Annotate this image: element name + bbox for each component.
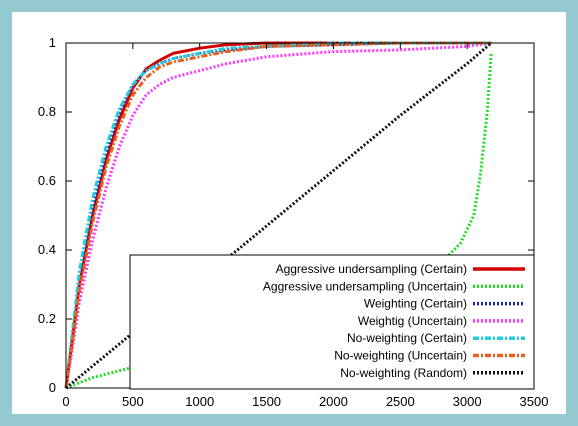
legend-entry-label: No-weighting (Random) [340, 366, 467, 380]
y-tick-label: 0.6 [38, 173, 56, 188]
x-tick-label: 500 [122, 394, 144, 409]
y-tick-label: 1 [49, 35, 56, 50]
legend-box [129, 254, 535, 390]
legend-entry-label: No-weighting (Certain) [347, 331, 467, 345]
line-chart: 0 500 1000 1500 2000 2500 3000 3500 0 0.2 0.4 0.6 0.… [38, 35, 549, 409]
x-tick-label: 2000 [319, 394, 348, 409]
x-tick-label: 2500 [386, 394, 415, 409]
x-tick-label: 0 [62, 394, 69, 409]
x-tick-label: 1500 [252, 394, 281, 409]
chart-frame: 0 500 1000 1500 2000 2500 3000 3500 0 0.2 0.4 0.6 0.… [12, 12, 566, 414]
y-tick-label: 0 [49, 380, 56, 395]
y-tick-label: 0.4 [38, 242, 56, 257]
x-tick-label: 1000 [185, 394, 214, 409]
series-line-4 [64, 41, 492, 389]
y-tick-label: 0.8 [38, 104, 56, 119]
series-line-6 [64, 41, 492, 389]
series-line-2 [65, 53, 493, 390]
x-tick-label: 3000 [453, 394, 482, 409]
y-tick-label: 0.2 [38, 311, 56, 326]
legend-entry-label: Weightig (Uncertain) [358, 314, 467, 328]
legend-entry-label: Aggressive undersampling (Uncertain) [263, 279, 467, 293]
legend-entry-label: Weighting (Certain) [364, 297, 467, 311]
chart-legend: Aggressive undersampling (Certain) Aggres… [129, 254, 535, 390]
legend-entry-label: No-weighting (Uncertain) [334, 349, 467, 363]
x-tick-label: 3500 [520, 394, 549, 409]
legend-entry-label: Aggressive undersampling (Certain) [276, 262, 467, 276]
